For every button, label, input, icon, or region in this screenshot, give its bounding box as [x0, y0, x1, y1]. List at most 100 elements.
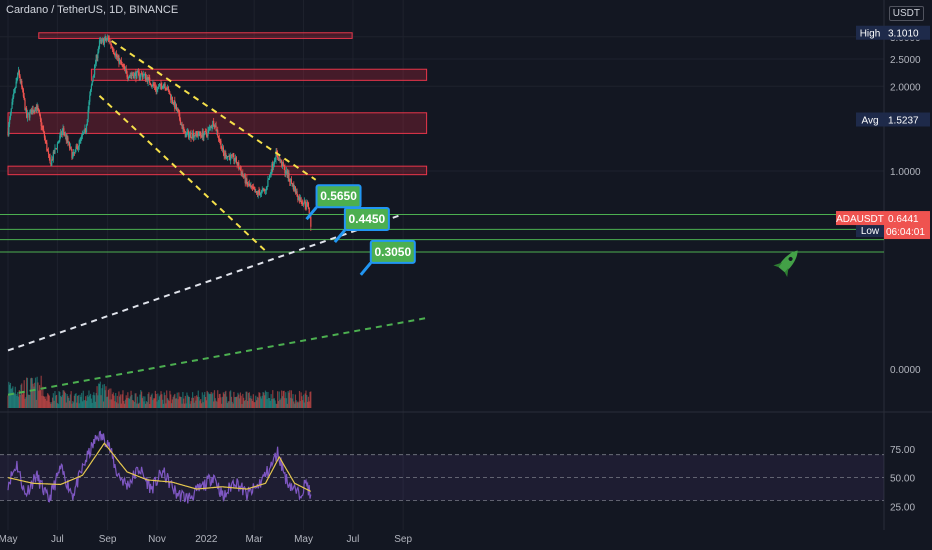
volume-bar	[106, 396, 109, 408]
volume-bar	[253, 402, 255, 408]
volume-bar	[173, 395, 175, 408]
volume-bar	[299, 401, 301, 408]
candle-body	[182, 127, 184, 129]
candle-body	[77, 146, 80, 150]
candle-body	[136, 71, 138, 79]
volume-bar	[18, 390, 20, 408]
candle-body	[75, 146, 77, 150]
volume-bar	[51, 397, 54, 408]
volume-bar	[115, 402, 118, 408]
candle-body	[213, 125, 216, 128]
candle-body	[217, 135, 220, 139]
x-tick-label: Jul	[51, 534, 64, 545]
volume-bar	[174, 393, 176, 408]
candle-body	[232, 154, 234, 156]
volume-bar	[55, 394, 58, 408]
candle-body	[271, 163, 273, 174]
candle-body	[150, 85, 152, 86]
volume-bar	[244, 400, 246, 408]
candle-body	[129, 75, 131, 77]
candle-body	[135, 72, 137, 79]
candle-body	[60, 132, 62, 136]
currency-button[interactable]: USDT	[888, 6, 924, 21]
candle-body	[25, 108, 27, 111]
candle-body	[154, 86, 156, 89]
grid-layer	[0, 0, 932, 530]
volume-bar	[145, 401, 148, 408]
candle-body	[168, 90, 170, 95]
candle-body	[213, 121, 215, 126]
volume-bar	[168, 400, 170, 408]
volume-bar	[22, 390, 24, 408]
candle-body	[229, 156, 231, 161]
candle-body	[73, 151, 75, 153]
rocket-body	[778, 250, 798, 273]
volume-bar	[291, 398, 293, 408]
volume-bar	[72, 401, 74, 408]
volume-bar	[78, 403, 80, 408]
volume-bar	[178, 392, 180, 408]
volume-bar	[162, 399, 164, 408]
candle-body	[251, 186, 254, 188]
candle-body	[296, 191, 298, 197]
volume-bar	[191, 397, 193, 408]
candle-body	[187, 131, 189, 133]
volume-bar	[276, 403, 278, 408]
candle-body	[110, 41, 112, 46]
volume-bar	[239, 392, 241, 408]
volume-bar	[30, 378, 32, 408]
candle-body	[200, 134, 202, 136]
candle-body	[116, 56, 118, 58]
candle-body	[193, 135, 195, 138]
price-marker-tag	[856, 112, 884, 127]
volume-bar	[197, 390, 199, 408]
candle-body	[119, 60, 121, 64]
candle-body	[143, 74, 145, 76]
candle-body	[174, 100, 176, 109]
volume-bar	[47, 393, 49, 408]
candle-body	[243, 175, 246, 177]
volume-bar	[285, 392, 287, 408]
volume-bar	[226, 403, 229, 408]
volume-bar	[245, 391, 247, 408]
volume-bar	[137, 403, 139, 408]
volume-bar	[237, 392, 239, 408]
volume-bar	[209, 393, 212, 408]
volume-bar	[170, 394, 172, 408]
volume-bar	[66, 394, 68, 408]
volume-bar	[94, 395, 96, 408]
volume-bar	[153, 398, 155, 408]
volume-bar	[293, 401, 295, 408]
volume-bar	[118, 391, 120, 408]
candle-body	[92, 77, 94, 82]
candle-body	[292, 184, 294, 187]
candle-body	[46, 142, 48, 151]
candle-body	[88, 101, 90, 110]
volume-bar	[247, 401, 249, 408]
candle-body	[204, 131, 206, 135]
volume-bar	[99, 381, 101, 408]
candle-body	[152, 83, 154, 86]
candle-body	[200, 135, 203, 138]
candle-body	[176, 109, 178, 111]
volume-bar	[119, 394, 122, 408]
candle-body	[123, 66, 126, 70]
volume-bar	[13, 393, 16, 408]
candle-body	[277, 153, 279, 158]
volume-bar	[223, 394, 225, 408]
candle-body	[165, 88, 167, 90]
volume-bar	[16, 395, 18, 408]
candle-body	[151, 85, 153, 87]
candle-body	[270, 173, 272, 175]
candle-body	[203, 134, 205, 138]
candle-body	[162, 87, 164, 89]
volume-bar	[289, 390, 291, 408]
volume-bar	[77, 395, 79, 408]
volume-bar	[194, 396, 196, 408]
volume-bar	[277, 391, 279, 408]
candle-body	[108, 37, 110, 42]
candle-body	[55, 148, 57, 150]
resistance-zone	[7, 165, 428, 176]
volume-bar	[54, 391, 56, 408]
rsi-tick-label: 25.00	[890, 502, 915, 513]
